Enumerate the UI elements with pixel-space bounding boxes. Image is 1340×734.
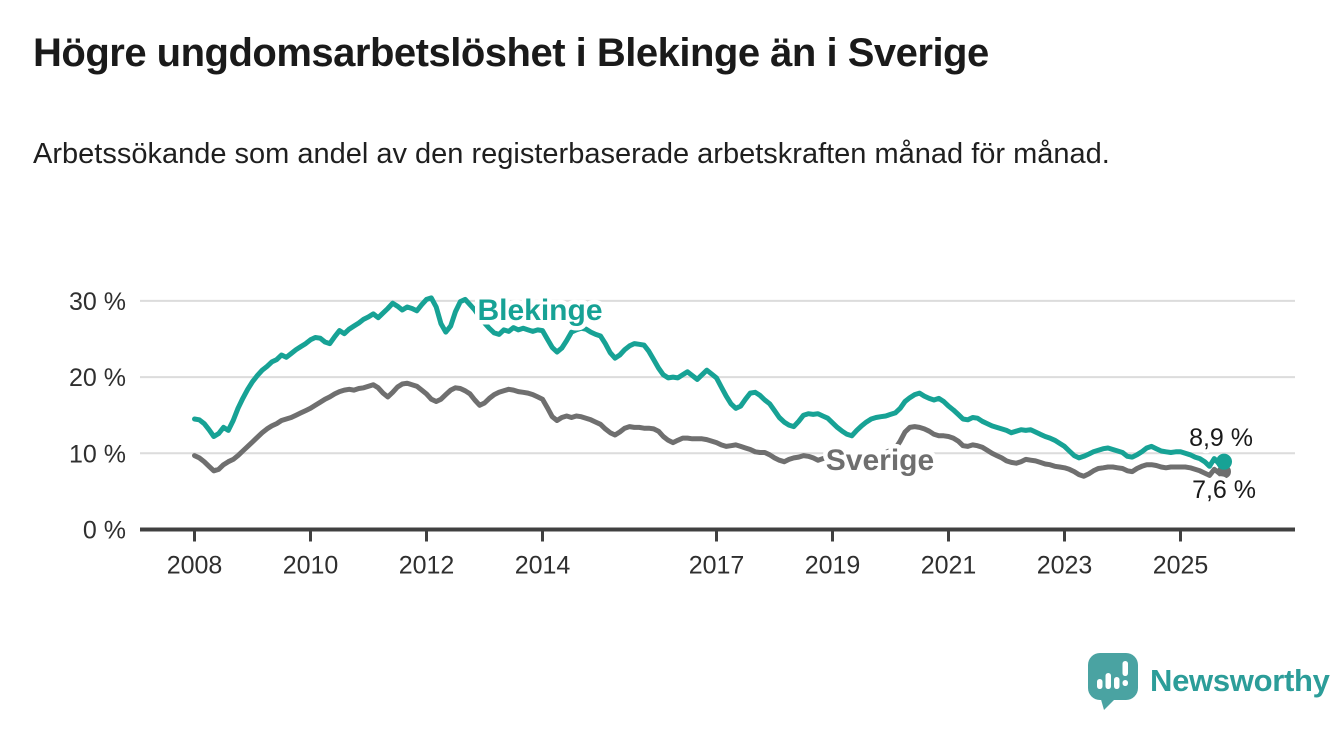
axes xyxy=(140,527,1295,542)
chart-subtitle: Arbetssökande som andel av den registerb… xyxy=(33,138,1110,170)
newsworthy-logo: Newsworthy xyxy=(1087,652,1330,710)
y-tick-30: 30 % xyxy=(69,288,126,316)
line-sverige xyxy=(192,380,1227,479)
x-tick-2014: 2014 xyxy=(515,552,571,580)
x-tick-2017: 2017 xyxy=(689,552,745,580)
x-tick-2012: 2012 xyxy=(399,552,455,580)
chart-title: Högre ungdomsarbetslöshet i Blekinge än … xyxy=(33,31,989,75)
end-value-blekinge: 8,9 % xyxy=(1189,424,1253,452)
series-label-sverige: Sverige xyxy=(826,444,934,477)
series-label-blekinge: Blekinge xyxy=(477,294,602,327)
data-series xyxy=(192,295,1232,479)
newsworthy-logo-text: Newsworthy xyxy=(1150,663,1330,698)
x-tick-2008: 2008 xyxy=(167,552,223,580)
newsworthy-logo-icon xyxy=(1088,653,1138,710)
tick-labels: 0 % 10 % 20 % 30 % 2008 2010 2012 2014 2017 2019 2… xyxy=(69,288,1208,580)
x-tick-2025: 2025 xyxy=(1153,552,1209,580)
x-tick-2021: 2021 xyxy=(921,552,977,580)
x-tick-2019: 2019 xyxy=(805,552,861,580)
end-dot-blekinge xyxy=(1216,453,1232,470)
annotations: Blekinge Sverige 8,9 % 7,6 % xyxy=(473,290,1260,509)
x-tick-2023: 2023 xyxy=(1037,552,1093,580)
y-tick-20: 20 % xyxy=(69,364,126,392)
y-tick-0: 0 % xyxy=(83,517,126,545)
end-value-sverige: 7,6 % xyxy=(1192,476,1256,504)
line-blekinge xyxy=(192,295,1227,469)
y-tick-10: 10 % xyxy=(69,440,126,468)
x-tick-2010: 2010 xyxy=(283,552,339,580)
